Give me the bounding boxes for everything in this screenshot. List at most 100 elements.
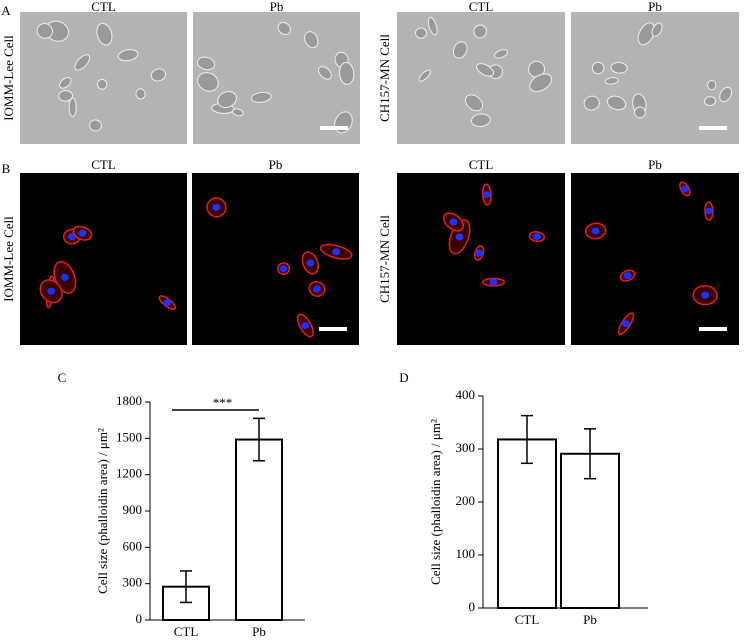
column-label: Pb xyxy=(648,0,662,14)
y-tick-label: 0 xyxy=(469,599,476,614)
column-label: CTL xyxy=(469,0,494,14)
panel-label: A xyxy=(1,3,11,18)
y-tick-label: 200 xyxy=(456,493,476,508)
significance-label: *** xyxy=(213,395,233,410)
cell xyxy=(250,91,272,103)
cell xyxy=(74,54,91,71)
error-bar xyxy=(521,414,533,465)
micrograph xyxy=(20,173,187,345)
cell xyxy=(651,22,663,37)
nucleus xyxy=(704,207,713,215)
y-tick-label: 400 xyxy=(456,387,476,402)
cell xyxy=(197,72,219,92)
scale-bar xyxy=(319,327,347,331)
cell xyxy=(583,95,600,111)
cell xyxy=(58,90,74,102)
cell xyxy=(59,77,72,89)
nucleus xyxy=(482,191,491,199)
y-axis-label: Cell size (phalloidin area) / μm² xyxy=(95,428,110,594)
y-tick-label: 900 xyxy=(123,502,143,517)
cell xyxy=(604,77,619,85)
nucleus xyxy=(212,203,221,211)
cell xyxy=(529,73,553,93)
row-label: CH157-MN Cell xyxy=(377,215,392,303)
nucleus xyxy=(332,248,341,256)
y-axis-label: Cell size (phalloidin area) / μm² xyxy=(428,419,443,585)
scale-bar xyxy=(320,126,348,130)
cell xyxy=(36,23,54,39)
bar xyxy=(235,438,283,621)
nucleus xyxy=(301,321,310,329)
y-tick-label: 600 xyxy=(123,538,143,553)
cell xyxy=(96,22,113,46)
column-label: CTL xyxy=(91,157,116,172)
cell xyxy=(217,91,237,109)
nucleus xyxy=(279,265,288,273)
panel-label: B xyxy=(2,161,11,176)
panel-label: C xyxy=(58,370,67,385)
panel-label: D xyxy=(399,370,408,385)
cell xyxy=(476,63,495,77)
nucleus xyxy=(455,233,464,241)
cell xyxy=(494,49,509,59)
column-label: CTL xyxy=(469,157,494,172)
nucleus xyxy=(449,218,458,226)
nucleus xyxy=(475,249,484,257)
cell xyxy=(277,22,291,35)
cell xyxy=(317,66,332,80)
bar xyxy=(497,438,557,609)
cell xyxy=(418,69,431,82)
error-bar xyxy=(180,570,192,604)
cell xyxy=(68,97,77,118)
nucleus xyxy=(622,320,631,328)
cell xyxy=(610,61,628,74)
cell xyxy=(338,62,355,85)
cell xyxy=(464,94,484,112)
nucleus xyxy=(78,229,87,237)
cell xyxy=(117,49,139,62)
nucleus xyxy=(60,273,69,281)
nucleus xyxy=(680,185,689,193)
nucleus xyxy=(312,285,321,293)
x-tick-label: Pb xyxy=(252,624,266,639)
y-tick-label: 1200 xyxy=(116,466,142,481)
nucleus xyxy=(163,299,172,307)
cell xyxy=(452,41,468,59)
cell xyxy=(232,108,244,117)
cell xyxy=(89,119,102,132)
y-tick-label: 100 xyxy=(456,546,476,561)
cell xyxy=(304,31,319,49)
cell xyxy=(707,79,717,91)
column-label: Pb xyxy=(269,157,283,172)
y-tick-label: 1500 xyxy=(116,429,142,444)
y-tick-label: 300 xyxy=(123,575,143,590)
cell xyxy=(634,106,646,119)
cell xyxy=(606,95,627,111)
cell xyxy=(414,27,427,39)
cell xyxy=(96,78,108,90)
error-bar xyxy=(584,428,596,480)
nucleus xyxy=(489,278,498,286)
x-tick-label: CTL xyxy=(515,612,540,627)
nucleus xyxy=(591,227,600,235)
nucleus xyxy=(306,259,315,267)
nucleus xyxy=(532,233,541,241)
cell xyxy=(719,86,733,103)
cell xyxy=(427,16,438,36)
cell xyxy=(150,68,167,82)
cell xyxy=(196,56,216,71)
x-tick-label: Pb xyxy=(583,612,597,627)
cell xyxy=(473,24,487,39)
x-tick-label: CTL xyxy=(174,624,199,639)
micrograph xyxy=(571,173,739,345)
cell xyxy=(470,113,491,128)
row-label: IOMM-Lee Cell xyxy=(1,35,16,121)
column-label: Pb xyxy=(270,0,284,14)
cell xyxy=(591,61,605,75)
scale-bar xyxy=(699,327,727,331)
y-tick-label: 1800 xyxy=(116,393,142,408)
scale-bar xyxy=(699,126,727,130)
y-tick-label: 0 xyxy=(136,611,143,626)
column-label: CTL xyxy=(91,0,116,14)
